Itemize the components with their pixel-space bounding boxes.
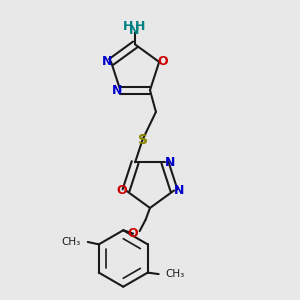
Text: N: N <box>165 156 175 169</box>
Text: H: H <box>135 20 146 33</box>
Text: N: N <box>102 55 113 68</box>
Text: O: O <box>128 227 138 240</box>
Text: N: N <box>112 84 122 97</box>
Text: N: N <box>129 24 140 37</box>
Text: O: O <box>158 55 168 68</box>
Text: CH₃: CH₃ <box>166 269 185 279</box>
Text: CH₃: CH₃ <box>62 237 81 247</box>
Text: H: H <box>122 20 133 33</box>
Text: S: S <box>138 133 148 147</box>
Text: O: O <box>116 184 127 197</box>
Text: N: N <box>174 184 184 197</box>
